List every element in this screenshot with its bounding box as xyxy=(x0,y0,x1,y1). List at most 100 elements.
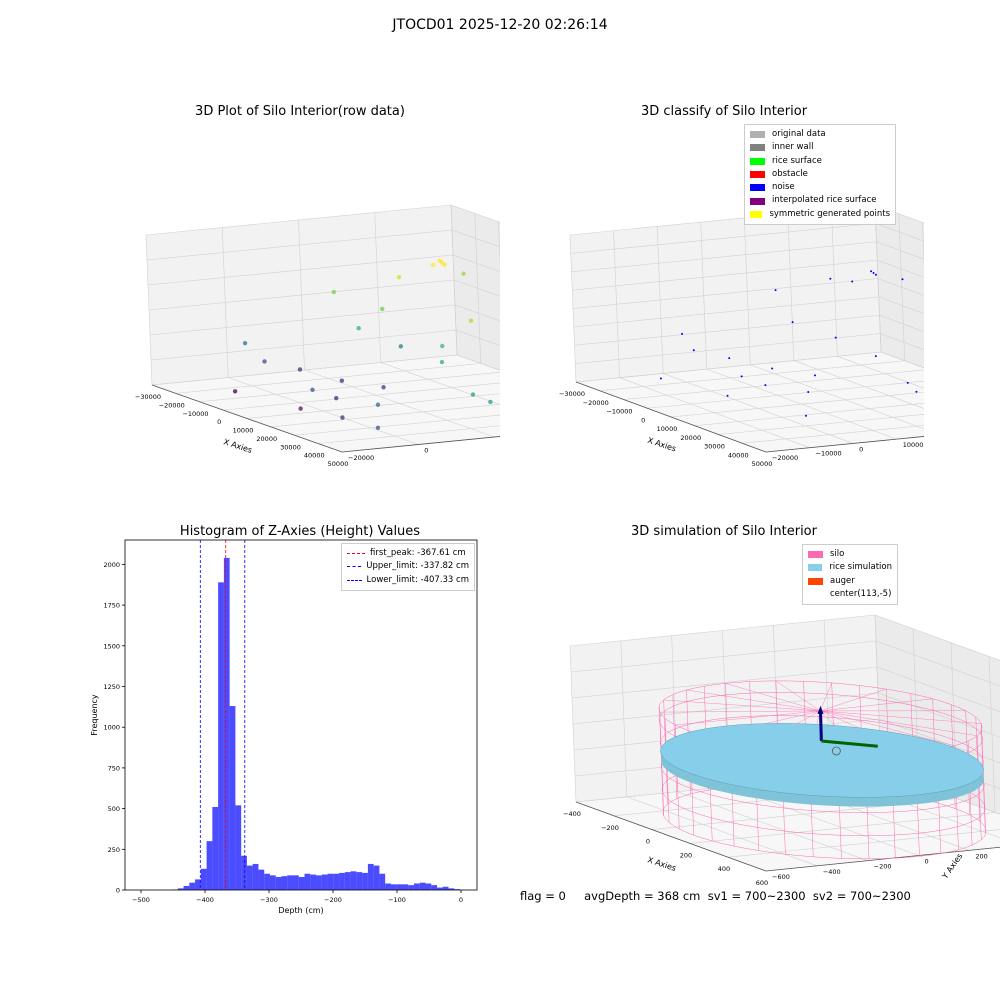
plot2-point xyxy=(791,321,794,324)
legend-line xyxy=(347,566,362,568)
legend-label: auger xyxy=(830,575,855,586)
histogram-bar xyxy=(304,873,311,890)
plot1-title: 3D Plot of Silo Interior(row data) xyxy=(195,104,405,119)
histogram-bar xyxy=(321,874,328,890)
plot2-x-tick: 40000 xyxy=(728,451,749,459)
histogram-bar xyxy=(229,706,236,890)
plot4-legend-entry: rice simulation xyxy=(808,561,892,574)
plot2-point xyxy=(874,355,877,358)
histogram-bar xyxy=(390,884,397,890)
histogram-bar xyxy=(195,879,201,890)
plot2-x-tick: 30000 xyxy=(704,443,725,451)
plot1-point xyxy=(396,274,402,280)
rice-simulation-surface xyxy=(660,723,984,798)
plot3-title: Histogram of Z-Axies (Height) Values xyxy=(179,524,421,539)
plot1-point xyxy=(440,343,445,349)
histogram-bar xyxy=(269,875,276,890)
plot1-x-tick: 50000 xyxy=(328,460,349,468)
plot1-point xyxy=(380,306,385,312)
plot4-y-label: Y Axies xyxy=(940,852,965,882)
plot4-title: 3D simulation of Silo Interior xyxy=(631,524,817,539)
legend-swatch xyxy=(750,171,765,179)
histogram-bar xyxy=(212,806,219,890)
histogram-bar xyxy=(218,582,224,890)
plot2-point xyxy=(692,349,695,352)
plot2-legend-entry: original data xyxy=(750,128,890,141)
plot1-point xyxy=(442,262,447,267)
legend-label: symmetric generated points xyxy=(769,208,890,219)
plot1-raw-3d-scatter: −30000−20000−100000100002000030000400005… xyxy=(135,204,500,468)
histogram-bar xyxy=(454,889,461,890)
plot2-x-tick: −30000 xyxy=(559,390,585,398)
x-tick-label: −300 xyxy=(260,896,278,904)
plot1-point xyxy=(334,395,339,401)
plot3-legend-entry: Upper_limit: -337.82 cm xyxy=(347,560,469,573)
plot2-y-tick: −10000 xyxy=(816,450,842,458)
plot2-point xyxy=(834,336,837,339)
plot1-x-axis xyxy=(151,384,343,453)
plot4-silo-simulation: −400−2000200400600−600−400−2000200400600… xyxy=(563,614,1000,887)
plot4-legend: silo rice simulation auger center(113,-5) xyxy=(802,544,898,606)
y-tick-label: 1750 xyxy=(103,602,120,610)
histogram-bar xyxy=(264,873,270,890)
histogram-bar xyxy=(310,874,317,890)
plot1-x-tick: −10000 xyxy=(182,410,208,418)
histogram-bar xyxy=(448,888,455,890)
silo-roof-wire xyxy=(725,683,821,712)
legend-swatch xyxy=(750,144,765,152)
silo-roof-wire xyxy=(820,682,832,712)
plot2-y-tick: 0 xyxy=(859,445,863,453)
plot2-point xyxy=(813,374,816,377)
histogram-bar xyxy=(385,883,391,890)
histogram-bar xyxy=(252,863,259,890)
histogram-bar xyxy=(344,872,351,890)
plot4-x-tick: −200 xyxy=(601,824,619,832)
plot4-y-tick: 0 xyxy=(925,858,929,866)
plot2-legend-entry: rice surface xyxy=(750,155,890,168)
plot2-x-tick: −20000 xyxy=(583,399,609,407)
plot3-histogram: −500 −400 −300 −200 −100 0 0 250 500 750 1000 1250 1… xyxy=(90,539,478,915)
histogram-bar xyxy=(425,883,432,890)
histogram-x-label: Depth (cm) xyxy=(278,906,323,915)
legend-line xyxy=(347,553,365,555)
histogram-bar xyxy=(373,865,380,890)
legend-swatch xyxy=(750,184,765,192)
plot1-y-axis xyxy=(341,436,500,453)
plot1-point xyxy=(262,359,267,364)
plot1-point xyxy=(331,289,337,295)
plot1-point xyxy=(340,415,345,420)
plot2-point xyxy=(901,278,904,281)
plot2-x-tick: −10000 xyxy=(606,408,632,416)
histogram-bar xyxy=(287,875,293,890)
legend-line xyxy=(347,579,362,581)
y-tick-label: 1500 xyxy=(103,642,120,650)
figure-title: JTOCD01 2025-12-20 02:26:14 xyxy=(392,17,608,33)
plot1-point xyxy=(375,425,381,430)
plot1-point xyxy=(430,262,436,268)
plot2-floor-pane xyxy=(576,352,924,452)
plot1-point xyxy=(461,271,466,276)
plot1-point xyxy=(242,341,248,346)
plot1-point xyxy=(381,385,386,390)
plot2-point xyxy=(851,280,854,283)
silo-roof-wire xyxy=(820,698,933,712)
legend-swatch xyxy=(750,131,765,139)
plot1-point xyxy=(310,387,315,392)
legend-swatch xyxy=(750,197,765,205)
histogram-bar xyxy=(362,872,368,890)
plot2-x-axis xyxy=(575,381,767,453)
histogram-bar xyxy=(431,885,437,890)
plot1-x-tick: −30000 xyxy=(135,393,161,401)
plot1-point xyxy=(439,359,445,365)
histogram-bar xyxy=(189,882,196,890)
plot4-x-tick: 0 xyxy=(646,838,650,846)
plot4-legend-entry: silo xyxy=(808,548,892,561)
legend-label: Upper_limit: -337.82 cm xyxy=(366,561,469,572)
legend-label: rice simulation xyxy=(829,562,892,573)
silo-roof-wire xyxy=(686,689,821,712)
legend-swatch xyxy=(808,551,823,559)
histogram-bar xyxy=(246,865,253,890)
plot1-point xyxy=(470,392,476,397)
direction-arrow xyxy=(821,739,878,748)
plot3-legend: first_peak: -367.61 cm Upper_limit: -337.… xyxy=(341,543,475,591)
